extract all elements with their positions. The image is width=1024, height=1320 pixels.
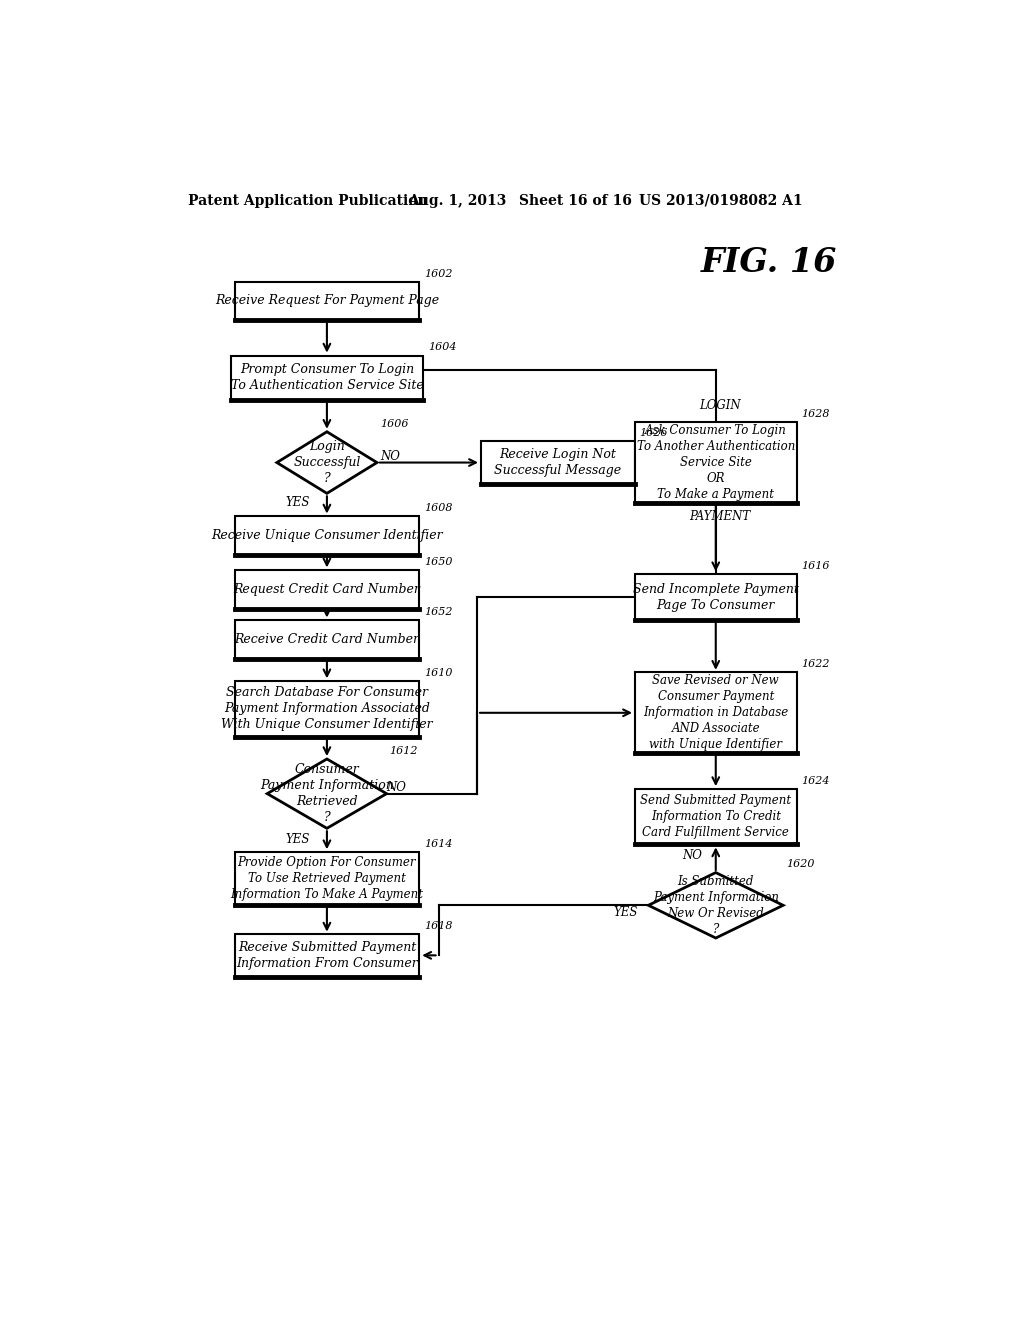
Text: Search Database For Consumer
Payment Information Associated
With Unique Consumer: Search Database For Consumer Payment Inf… [221,686,433,731]
Text: Receive Request For Payment Page: Receive Request For Payment Page [215,294,439,308]
Text: 1602: 1602 [424,268,453,279]
Bar [635,672,797,754]
Text: US 2013/0198082 A1: US 2013/0198082 A1 [639,194,803,207]
Text: Prompt Consumer To Login
To Authentication Service Site: Prompt Consumer To Login To Authenticati… [230,363,423,392]
Bar [230,355,423,400]
Polygon shape [276,432,377,494]
Polygon shape [267,759,387,829]
Text: NO: NO [380,450,400,463]
Text: Send Submitted Payment
Information To Credit
Card Fulfillment Service: Send Submitted Payment Information To Cr… [640,795,792,840]
Text: 1624: 1624 [801,776,829,785]
Text: Login
Successful
?: Login Successful ? [293,440,360,484]
Text: 1626: 1626 [640,428,668,438]
Text: NO: NO [386,781,407,795]
Text: 1628: 1628 [801,409,829,418]
Bar [234,681,419,737]
Bar [481,441,635,483]
Text: FIG. 16: FIG. 16 [700,246,837,279]
Bar [234,281,419,321]
Text: Receive Unique Consumer Identifier: Receive Unique Consumer Identifier [211,529,442,543]
Text: 1608: 1608 [424,503,453,513]
Text: 1612: 1612 [390,746,418,756]
Bar [234,620,419,659]
Bar [234,935,419,977]
Text: 1614: 1614 [424,840,453,849]
Text: 1606: 1606 [380,418,409,429]
Text: NO: NO [683,849,702,862]
Text: LOGIN: LOGIN [698,399,740,412]
Text: Send Incomplete Payment
Page To Consumer: Send Incomplete Payment Page To Consumer [633,583,799,611]
Text: YES: YES [286,833,310,846]
Text: 1652: 1652 [424,607,453,618]
Text: 1622: 1622 [801,659,829,669]
Text: Request Credit Card Number: Request Credit Card Number [233,583,420,597]
Text: Sheet 16 of 16: Sheet 16 of 16 [519,194,632,207]
Bar [635,422,797,503]
Text: 1604: 1604 [428,342,457,352]
Text: 1620: 1620 [786,859,815,870]
Text: Ask Consumer To Login
To Another Authentication
Service Site
OR
To Make a Paymen: Ask Consumer To Login To Another Authent… [637,424,795,502]
Bar [234,853,419,904]
Text: Aug. 1, 2013: Aug. 1, 2013 [408,194,506,207]
Bar [635,574,797,620]
Text: YES: YES [613,907,638,920]
Text: Patent Application Publication: Patent Application Publication [188,194,428,207]
Text: Receive Login Not
Successful Message: Receive Login Not Successful Message [495,447,622,477]
Bar [635,789,797,845]
Text: Is Submitted
Payment Information
New Or Revised
?: Is Submitted Payment Information New Or … [652,875,779,936]
Bar [234,516,419,554]
Text: Receive Credit Card Number: Receive Credit Card Number [234,634,420,647]
Text: Consumer
Payment Information
Retrieved
?: Consumer Payment Information Retrieved ? [260,763,394,824]
Text: 1610: 1610 [424,668,453,678]
Bar [234,570,419,609]
Text: 1650: 1650 [424,557,453,568]
Text: Provide Option For Consumer
To Use Retrieved Payment
Information To Make A Payme: Provide Option For Consumer To Use Retri… [230,855,423,900]
Text: YES: YES [286,496,310,510]
Text: 1616: 1616 [801,561,829,572]
Polygon shape [648,873,783,939]
Text: Save Revised or New
Consumer Payment
Information in Database
AND Associate
with : Save Revised or New Consumer Payment Inf… [643,675,788,751]
Text: PAYMENT: PAYMENT [689,510,751,523]
Text: 1618: 1618 [424,921,453,931]
Text: Receive Submitted Payment
Information From Consumer: Receive Submitted Payment Information Fr… [237,941,418,970]
